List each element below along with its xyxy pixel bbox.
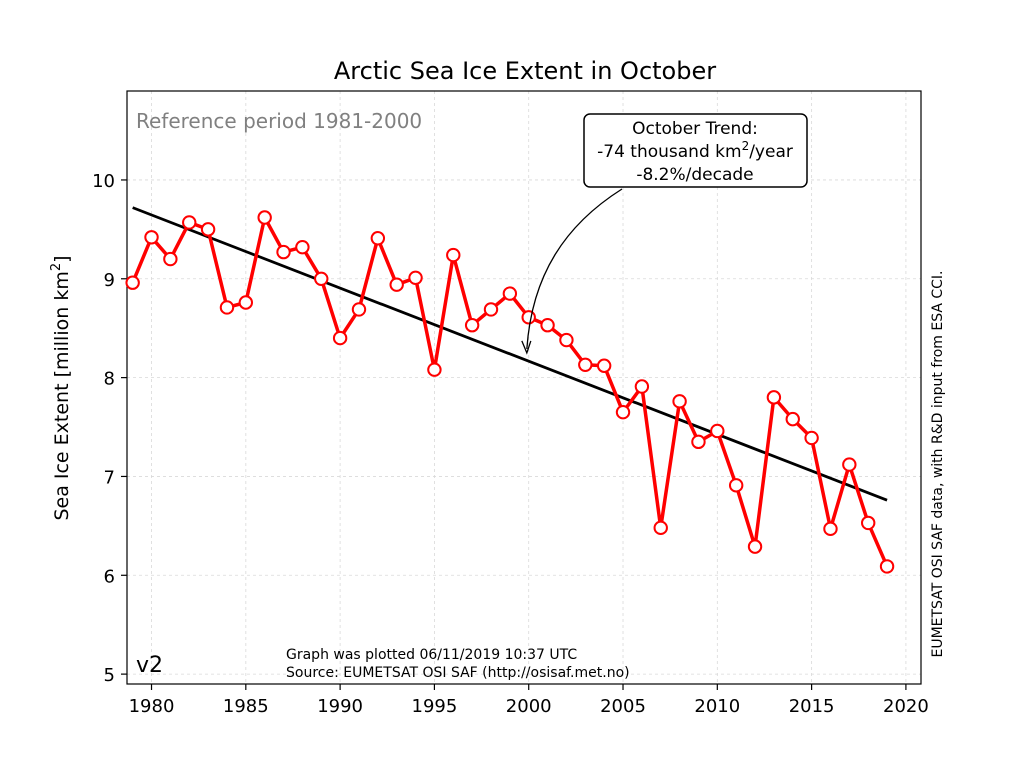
data-point	[446, 247, 461, 263]
data-point	[691, 434, 706, 450]
data-point	[219, 300, 235, 315]
data-point	[257, 210, 272, 225]
data-point	[238, 295, 254, 310]
data-point	[464, 318, 480, 333]
plotted-date-note: Graph was plotted 06/11/2019 10:37 UTC	[286, 647, 577, 663]
data-point	[314, 271, 329, 286]
trend-line	[132, 206, 888, 502]
data-point	[596, 358, 612, 373]
y-tick-label: 6	[104, 566, 115, 587]
data-point	[144, 230, 159, 245]
y-label-sup: 2	[49, 263, 64, 271]
data-point	[427, 362, 442, 377]
data-point	[276, 244, 291, 260]
y-tick-label: 10	[92, 171, 115, 192]
data-point	[653, 520, 668, 536]
data-point	[728, 478, 744, 493]
data-point	[823, 521, 838, 537]
x-tick-label: 1985	[223, 696, 269, 717]
data-point	[578, 357, 593, 372]
x-tick-label: 2000	[506, 696, 552, 717]
x-tick-label: 2015	[789, 696, 835, 717]
data-point	[483, 302, 499, 317]
data-point	[747, 539, 763, 554]
arrow-head	[521, 340, 532, 355]
data-point	[182, 215, 197, 230]
trend-line-group	[132, 206, 888, 502]
data-point	[540, 318, 555, 333]
trend-text-line2: -74 thousand km2/year	[597, 139, 793, 162]
x-tick-label: 2020	[883, 696, 929, 717]
version-label: v2	[136, 653, 163, 678]
data-point	[370, 231, 386, 246]
data-point	[408, 270, 423, 285]
data-point	[559, 332, 574, 348]
plot-frame	[126, 90, 922, 685]
x-tick-label: 2010	[694, 696, 740, 717]
chart-title: Arctic Sea Ice Extent in October	[334, 57, 716, 85]
data-point	[879, 559, 895, 574]
data-point	[125, 275, 140, 290]
y-tick-label: 5	[104, 665, 115, 686]
trend-text-line1: October Trend:	[632, 119, 758, 139]
y-tick-label: 7	[104, 467, 115, 488]
trend-annotation-box: October Trend: -74 thousand km2/year -8.…	[583, 113, 808, 188]
data-point	[634, 379, 650, 394]
x-tick-label: 1995	[412, 696, 458, 717]
data-point	[521, 310, 536, 325]
data-point	[785, 411, 800, 427]
data-point	[351, 302, 367, 317]
data-point	[615, 405, 631, 420]
x-axis-ticks: 1980 1985 1990 1995 2000 2005 2010 2015 2020	[129, 684, 929, 717]
y-label-main: Sea Ice Extent [million km	[51, 271, 73, 520]
data-point	[200, 222, 216, 237]
data-point	[163, 251, 178, 267]
trend-text-line3: -8.2%/decade	[636, 165, 753, 185]
series-group	[125, 210, 895, 574]
y-axis-ticks: 5 6 7 8 9 10	[92, 171, 127, 686]
data-point	[710, 423, 725, 439]
y-tick-label: 9	[104, 270, 115, 291]
y-axis-label: Sea Ice Extent [million km2]	[49, 255, 73, 520]
data-point	[672, 394, 687, 409]
y-tick-label: 8	[104, 369, 115, 390]
data-point	[332, 330, 348, 346]
reference-period-label: Reference period 1981-2000	[136, 109, 422, 133]
x-tick-label: 1980	[129, 696, 175, 717]
data-point	[389, 277, 404, 292]
data-point	[842, 457, 857, 472]
trend-box-frame	[583, 113, 808, 188]
x-tick-label: 1990	[317, 696, 363, 717]
data-point	[804, 430, 819, 446]
y-label-end: ]	[51, 255, 73, 262]
trend-arrow	[521, 188, 623, 355]
grid	[127, 91, 921, 684]
data-point	[860, 515, 876, 531]
source-note: Source: EUMETSAT OSI SAF (http://osisaf.…	[286, 665, 630, 681]
data-point	[766, 390, 782, 405]
data-point	[295, 239, 310, 255]
data-point	[502, 286, 518, 301]
x-tick-label: 2005	[600, 696, 646, 717]
arrow-shaft	[526, 188, 623, 349]
side-credit-note: EUMETSAT OSI SAF data, with R&D input fr…	[930, 270, 946, 657]
